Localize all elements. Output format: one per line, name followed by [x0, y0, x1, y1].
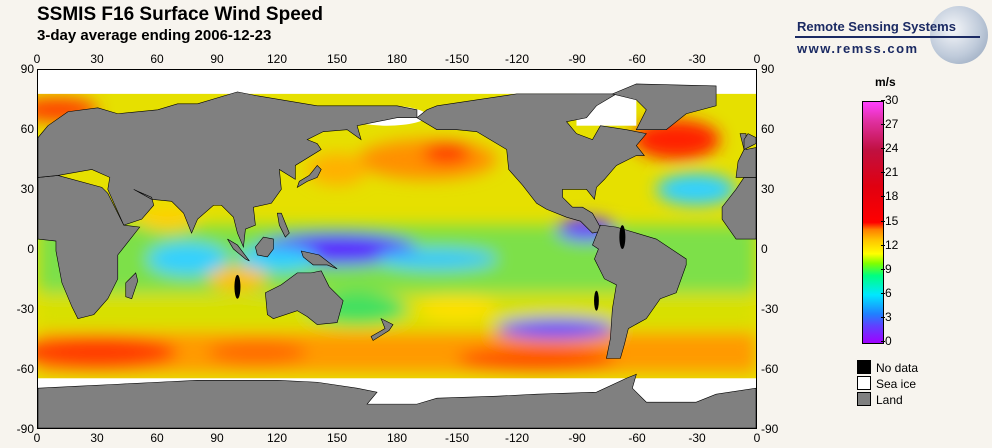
new-guinea — [300, 250, 338, 270]
map-title: SSMIS F16 Surface Wind Speed — [37, 4, 323, 25]
map-subtitle: 3-day average ending 2006-12-23 — [37, 27, 272, 44]
lon-tick-label-bottom: 180 — [386, 431, 408, 445]
lon-tick-label-bottom: -30 — [688, 431, 706, 445]
lon-tick-label-top: 30 — [90, 52, 104, 66]
colorbar-tick-label: 21 — [880, 165, 899, 180]
lon-tick-label-top: -90 — [568, 52, 586, 66]
lat-tick-label-right: 0 — [761, 242, 768, 256]
lat-tick-label-left: -30 — [16, 302, 34, 316]
rss-logo[interactable]: Remote Sensing Systems www.remss.com — [790, 4, 990, 64]
lon-tick-label-top: 120 — [266, 52, 288, 66]
north-america — [416, 93, 647, 234]
colorbar-tick-label: 12 — [880, 237, 899, 252]
africa — [37, 175, 141, 319]
lon-tick-label-top: 0 — [753, 52, 761, 66]
lat-tick-label-right: 90 — [761, 62, 775, 76]
lon-tick-label-bottom: -150 — [444, 431, 470, 445]
legend-label: Land — [876, 393, 903, 407]
legend-label: Sea ice — [876, 377, 917, 391]
colorbar-tick-label: 27 — [880, 117, 899, 132]
colorbar-tick-label: 24 — [880, 141, 899, 156]
legend-swatch — [857, 392, 871, 406]
colorbar-unit: m/s — [875, 75, 896, 89]
south-america — [592, 224, 687, 359]
wind-map — [18, 69, 757, 429]
legend-item-sea-ice: Sea ice — [857, 376, 916, 391]
colorbar-tick-label: 30 — [880, 93, 899, 107]
no-data-areas — [234, 225, 626, 311]
lon-tick-label-bottom: 60 — [150, 431, 164, 445]
legend-swatch — [857, 376, 871, 390]
lat-tick-label-right: -60 — [761, 362, 779, 376]
new-zealand — [370, 317, 394, 341]
colorbar-tick-label: 0 — [881, 334, 892, 348]
eurasia — [37, 91, 418, 249]
lon-tick-label-bottom: 120 — [266, 431, 288, 445]
lon-tick-label-top: 0 — [33, 52, 41, 66]
lat-tick-label-left: 30 — [20, 182, 34, 196]
lat-tick-label-left: 90 — [20, 62, 34, 76]
lat-tick-label-right: -30 — [761, 302, 779, 316]
lat-tick-label-left: -90 — [16, 422, 34, 436]
greenland — [611, 83, 717, 130]
philippines — [276, 212, 290, 238]
borneo — [255, 236, 274, 258]
lat-tick-label-right: 60 — [761, 122, 775, 136]
lon-tick-label-bottom: 0 — [753, 431, 761, 445]
lon-tick-label-top: 90 — [210, 52, 224, 66]
lon-tick-label-bottom: -60 — [628, 431, 646, 445]
lon-tick-label-top: -60 — [628, 52, 646, 66]
japan — [296, 165, 322, 189]
lon-tick-label-top: 180 — [386, 52, 408, 66]
lon-tick-label-top: -30 — [688, 52, 706, 66]
lon-tick-label-bottom: 150 — [326, 431, 348, 445]
lon-tick-label-bottom: -120 — [504, 431, 530, 445]
lon-tick-label-top: -120 — [504, 52, 530, 66]
logo-divider — [795, 36, 980, 38]
lat-tick-label-left: 0 — [27, 242, 34, 256]
colorbar-tick-label: 18 — [880, 189, 899, 204]
lat-tick-label-right: 30 — [761, 182, 775, 196]
legend-item-no-data: No data — [857, 360, 918, 375]
lon-tick-label-top: -150 — [444, 52, 470, 66]
globe-icon — [930, 6, 988, 64]
legend-swatch — [857, 360, 871, 374]
wind-map-svg — [18, 70, 757, 429]
logo-name: Remote Sensing Systems — [797, 19, 956, 34]
sumatra — [227, 238, 250, 262]
madagascar — [125, 272, 139, 300]
legend-item-land: Land — [857, 392, 903, 407]
land — [37, 83, 757, 429]
colorbar-tick-label: 15 — [880, 213, 899, 228]
colorbar — [862, 101, 884, 344]
antarctica — [37, 373, 757, 429]
lat-tick-label-right: -90 — [761, 422, 779, 436]
lon-tick-label-bottom: -90 — [568, 431, 586, 445]
colorbar-tick-label: 3 — [881, 309, 892, 324]
colorbar-tick-label: 6 — [881, 285, 892, 300]
logo-url: www.remss.com — [797, 41, 919, 56]
lon-tick-label-top: 150 — [326, 52, 348, 66]
lat-tick-label-left: 60 — [20, 122, 34, 136]
colorbar-tick-label: 9 — [881, 261, 892, 276]
australia — [265, 270, 344, 325]
legend-label: No data — [876, 361, 919, 375]
lon-tick-label-bottom: 90 — [210, 431, 224, 445]
lat-tick-label-left: -60 — [16, 362, 34, 376]
lon-tick-label-bottom: 30 — [90, 431, 104, 445]
lon-tick-label-bottom: 0 — [33, 431, 41, 445]
lon-tick-label-top: 60 — [150, 52, 164, 66]
